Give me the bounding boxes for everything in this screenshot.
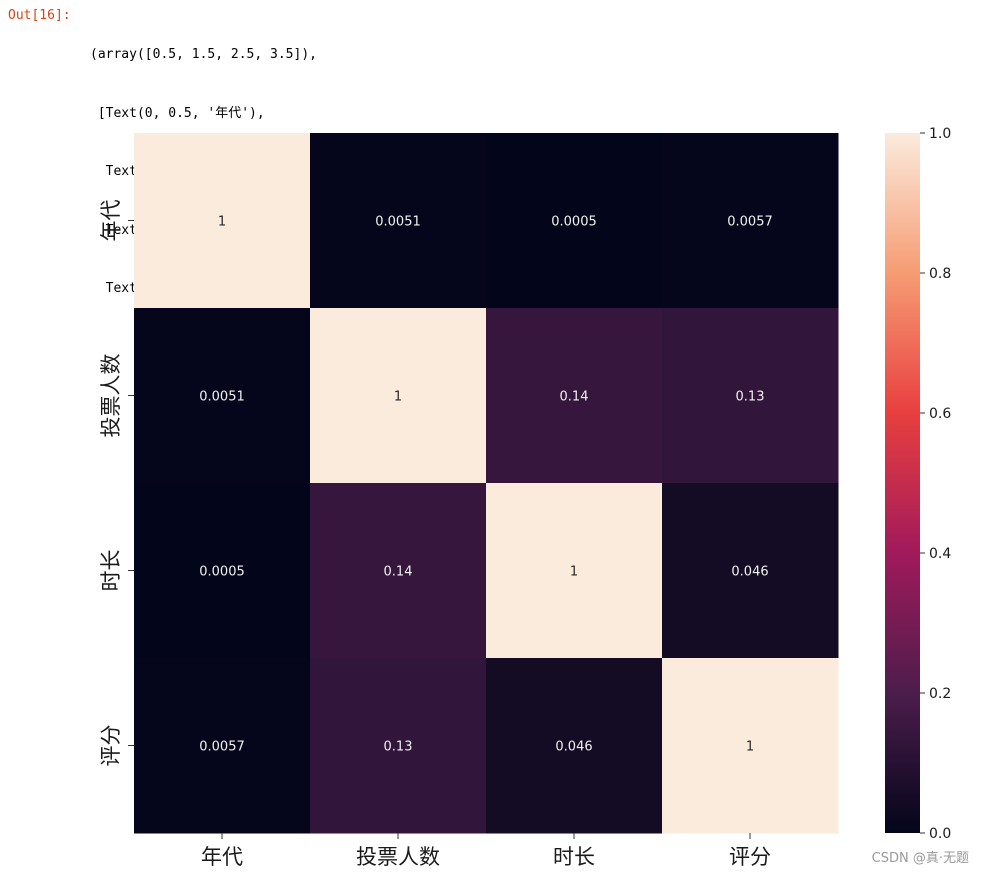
heatmap-cell [134, 658, 311, 834]
heatmap-cell [486, 658, 663, 834]
cell-annotation: 0.14 [384, 565, 413, 580]
heatmap-cell [310, 658, 487, 834]
heatmap-cell [662, 133, 839, 309]
colorbar-gradient [885, 133, 920, 833]
heatmap-annotations: 1 0.0051 0.0005 0.0057 0.0051 1 0.14 0.13 0.0005… [199, 215, 773, 755]
cell-annotation: 0.046 [731, 565, 768, 580]
x-tick-label: 年代 [201, 845, 243, 869]
heatmap-cell [662, 483, 839, 659]
cell-annotation: 0.0051 [375, 215, 421, 230]
x-tick-label: 评分 [729, 845, 771, 869]
heatmap-cell [310, 483, 487, 659]
cell-annotation: 0.046 [555, 740, 592, 755]
colorbar-tick-label: 0.8 [929, 266, 951, 282]
heatmap-cell [662, 308, 839, 484]
x-axis: 年代 投票人数 时长 评分 [201, 833, 771, 869]
cell-annotation: 1 [394, 390, 402, 405]
cell-annotation: 0.0057 [199, 740, 245, 755]
heatmap-cell [486, 483, 663, 659]
cell-annotation: 0.0051 [199, 390, 245, 405]
colorbar-tick-label: 1.0 [929, 126, 951, 142]
y-tick-label: 评分 [99, 725, 123, 767]
output-line: [Text(0, 0.5, '年代'), [90, 105, 265, 121]
cell-annotation: 0.0057 [727, 215, 773, 230]
cell-annotation: 0.14 [560, 390, 589, 405]
cell-annotation: 1 [746, 740, 754, 755]
cell-annotation: 0.13 [384, 740, 413, 755]
heatmap-cell [134, 133, 311, 309]
x-tick-label: 时长 [553, 845, 595, 869]
colorbar-tick-label: 0.4 [929, 546, 951, 562]
colorbar-tick-label: 0.6 [929, 406, 951, 422]
x-tick-label: 投票人数 [356, 845, 440, 869]
y-tick-label: 年代 [99, 200, 123, 242]
cell-annotation: 0.0005 [199, 565, 245, 580]
y-tick-label: 时长 [99, 550, 123, 592]
colorbar-tick-label: 0.0 [929, 826, 951, 842]
colorbar: 0.0 0.2 0.4 0.6 0.8 1.0 [885, 126, 951, 842]
output-prompt: Out[16]: [8, 8, 71, 23]
heatmap-cell [310, 133, 487, 309]
heatmap-cell [134, 308, 311, 484]
watermark: CSDN @真·无题 [871, 851, 969, 866]
output-line: (array([0.5, 1.5, 2.5, 3.5]), [90, 47, 317, 62]
cell-annotation: 0.13 [736, 390, 765, 405]
cell-annotation: 1 [218, 215, 226, 230]
heatmap-cell [134, 483, 311, 659]
heatmap-cell [486, 133, 663, 309]
colorbar-tick-label: 0.2 [929, 686, 951, 702]
heatmap-cell [662, 658, 839, 834]
heatmap-cells [134, 133, 839, 834]
y-tick-label: 投票人数 [99, 354, 123, 438]
heatmap-cell [310, 308, 487, 484]
heatmap-cell [486, 308, 663, 484]
cell-annotation: 0.0005 [551, 215, 597, 230]
cell-annotation: 1 [570, 565, 578, 580]
